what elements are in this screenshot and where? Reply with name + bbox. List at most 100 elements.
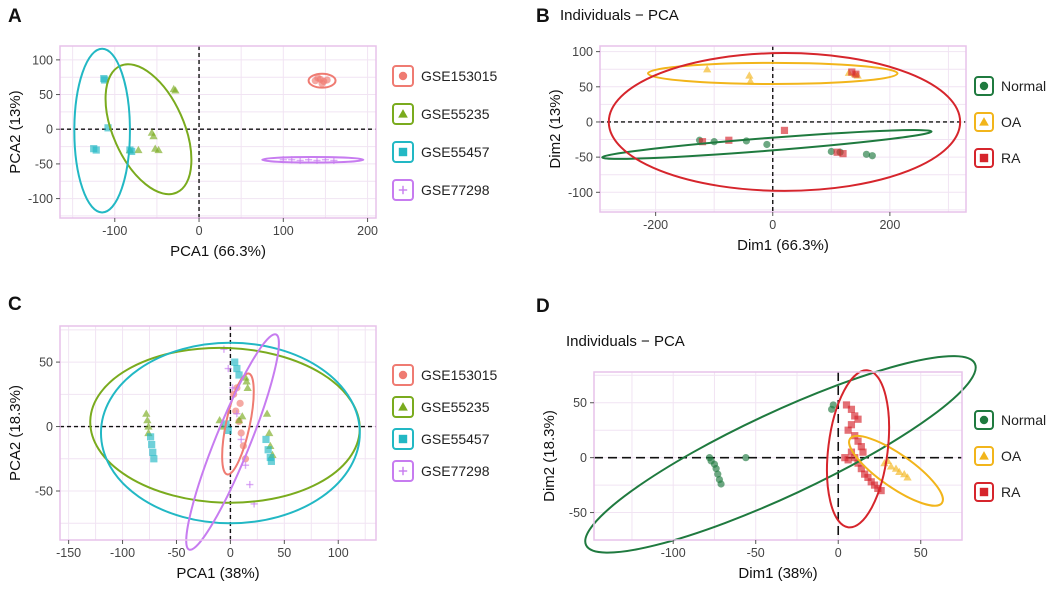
panel-letter: A <box>8 6 22 27</box>
legend-square-icon <box>398 434 408 444</box>
legend-item-oa[interactable]: OA <box>974 446 1022 466</box>
ellipse-cyan <box>73 47 131 214</box>
legend: GSE153015 GSE55235 GSE55457 GSE77298 <box>392 65 497 201</box>
data-point-ra <box>847 421 856 429</box>
data-point-gse153015 <box>232 407 240 415</box>
axes: -200 0 200 -100 -50 0 50 100 Dim1 (66.3%) Dim2 (1… <box>547 45 900 254</box>
legend-item-ra[interactable]: RA <box>974 148 1021 168</box>
plot-area <box>60 46 376 218</box>
data-point-gse55457 <box>128 147 136 156</box>
data-point-gse55457 <box>266 453 274 462</box>
y-tick-label: 100 <box>572 45 593 59</box>
data-point-gse55235 <box>149 132 158 140</box>
chart-title: Individuals − PCA <box>560 7 679 24</box>
legend-label: GSE153015 <box>421 367 497 383</box>
data-point-ra <box>854 437 862 445</box>
ellipse-purple <box>185 333 280 551</box>
data-point-ra <box>847 448 856 456</box>
data-point-normal <box>827 147 835 156</box>
x-tick-label: 100 <box>328 546 349 560</box>
x-tick-label: -150 <box>56 546 81 560</box>
data-point-gse55457 <box>92 146 100 154</box>
data-point-gse55235 <box>134 145 143 154</box>
x-tick-label: 0 <box>196 224 203 238</box>
data-point-gse77298 <box>241 461 250 469</box>
legend-item-gse55457[interactable]: GSE55457 <box>392 141 490 163</box>
y-tick-label: 50 <box>39 88 53 102</box>
plot-area <box>594 372 962 540</box>
data-point-gse55235 <box>265 428 274 437</box>
y-tick-label: 50 <box>39 356 53 370</box>
panel-d: D Individuals − PCA -100 -50 0 50 -50 0 50 Dim1 (… <box>536 296 1046 582</box>
legend-item-gse55457[interactable]: GSE55457 <box>392 428 490 450</box>
data-point-gse55457 <box>233 364 241 373</box>
legend-item-gse55235[interactable]: GSE55235 <box>392 396 490 418</box>
data-point-gse77298 <box>246 480 254 489</box>
x-tick-label: 0 <box>227 546 234 560</box>
confidence-ellipses <box>73 47 365 214</box>
data-point-ra <box>859 448 867 456</box>
legend-circle-icon <box>398 370 408 380</box>
plot-frame <box>59 45 377 219</box>
ellipse-ra <box>826 369 891 529</box>
data-point-normal <box>712 465 720 473</box>
legend-item-normal[interactable]: Normal <box>974 76 1046 96</box>
data-point-ra <box>839 150 847 158</box>
x-tick-label: -200 <box>643 218 668 232</box>
legend-item-gse55235[interactable]: GSE55235 <box>392 103 490 125</box>
legend-cross-icon <box>398 466 408 476</box>
data-point-gse55457 <box>146 433 155 441</box>
data-point-gse55235 <box>234 415 244 424</box>
legend-label: Normal <box>1001 78 1046 94</box>
data-point-oa <box>745 71 754 79</box>
legend-label: GSE153015 <box>421 68 497 84</box>
data-point-gse153015 <box>236 399 244 407</box>
legend-item-gse153015[interactable]: GSE153015 <box>392 364 497 386</box>
data-point-ra <box>857 465 865 473</box>
data-point-ra <box>848 68 856 76</box>
data-point-gse153015 <box>323 76 331 84</box>
x-tick-label: 200 <box>357 224 378 238</box>
data-points <box>695 65 876 160</box>
data-point-gse77298 <box>220 345 228 353</box>
ellipse-normal <box>584 355 977 554</box>
legend-item-oa[interactable]: OA <box>974 112 1022 132</box>
data-point-ra <box>877 486 885 495</box>
legend: GSE153015 GSE55235 GSE55457 GSE77298 <box>392 364 497 482</box>
data-point-gse55235 <box>262 409 272 417</box>
legend-item-ra[interactable]: RA <box>974 482 1021 502</box>
data-point-normal <box>828 405 836 413</box>
data-point-ra <box>844 426 852 434</box>
legend-label: OA <box>1001 448 1022 464</box>
data-point-normal <box>714 470 722 478</box>
legend-label: GSE55235 <box>421 106 490 122</box>
y-tick-label: 100 <box>32 53 53 67</box>
y-tick-label: 50 <box>573 396 587 410</box>
data-point-gse77298 <box>233 410 241 418</box>
legend-triangle-icon <box>398 402 408 411</box>
x-tick-label: -100 <box>661 546 686 560</box>
data-point-gse55235 <box>142 409 151 417</box>
data-point-gse55457 <box>267 457 275 465</box>
data-point-gse55235 <box>238 412 247 420</box>
axes: -100 0 100 200 -100 -50 0 50 100 PCA1 (66.3%) PCA2… <box>7 53 378 260</box>
legend: Normal OA RA <box>974 410 1046 502</box>
data-point-oa <box>886 462 896 470</box>
data-point-gse55457 <box>104 124 112 132</box>
legend-label: OA <box>1001 114 1022 130</box>
data-point-gse55235 <box>243 383 252 391</box>
data-point-gse55235 <box>143 415 152 424</box>
confidence-ellipses <box>584 355 977 554</box>
legend-item-gse153015[interactable]: GSE153015 <box>392 65 497 87</box>
x-axis-label: PCA1 (38%) <box>176 565 259 582</box>
legend: Normal OA RA <box>974 76 1046 168</box>
x-tick-label: -100 <box>110 546 135 560</box>
legend-item-normal[interactable]: Normal <box>974 410 1046 430</box>
legend-label: RA <box>1001 484 1021 500</box>
legend-triangle-icon <box>979 117 989 126</box>
legend-triangle-icon <box>398 109 408 118</box>
legend-item-gse77298[interactable]: GSE77298 <box>392 179 490 201</box>
legend-item-gse77298[interactable]: GSE77298 <box>392 460 490 482</box>
legend-label: GSE55235 <box>421 399 490 415</box>
legend-label: Normal <box>1001 412 1046 428</box>
